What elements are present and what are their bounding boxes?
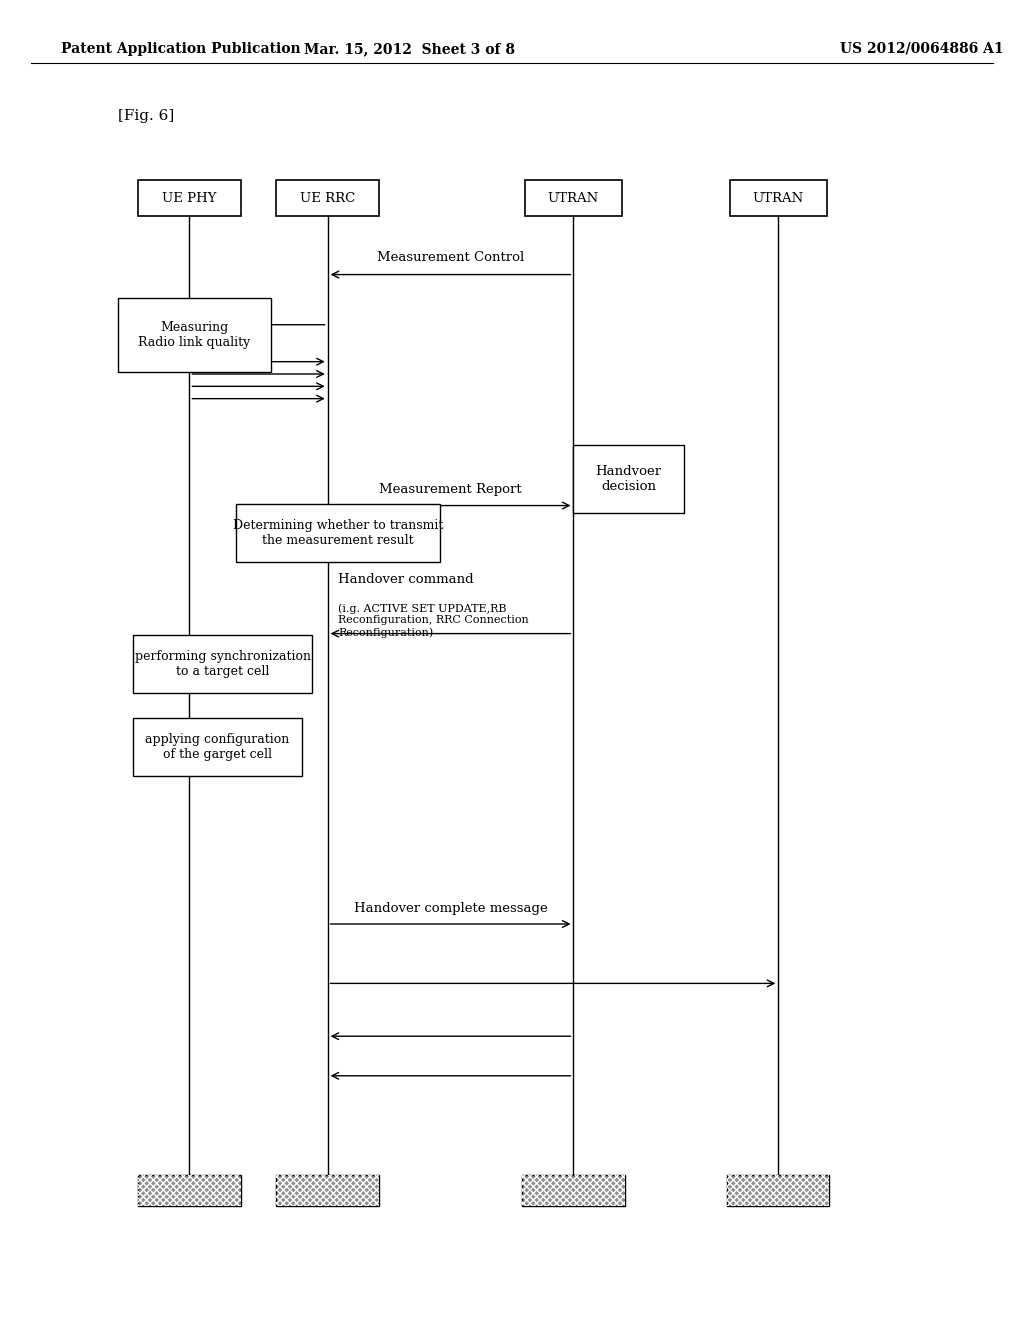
Text: Measurement Control: Measurement Control — [377, 251, 524, 264]
Bar — [133, 718, 302, 776]
Text: Mar. 15, 2012  Sheet 3 of 8: Mar. 15, 2012 Sheet 3 of 8 — [304, 42, 515, 55]
Text: Patent Application Publication: Patent Application Publication — [61, 42, 301, 55]
Bar — [276, 1175, 379, 1206]
Text: Handover command: Handover command — [338, 573, 473, 586]
Text: UTRAN: UTRAN — [753, 191, 804, 205]
Text: Measurement Report: Measurement Report — [379, 483, 522, 496]
Text: Measuring
Radio link quality: Measuring Radio link quality — [138, 321, 251, 350]
Text: Handvoer
decision: Handvoer decision — [596, 465, 662, 494]
Bar — [138, 1175, 241, 1206]
Text: UE RRC: UE RRC — [300, 191, 355, 205]
Bar — [138, 180, 241, 216]
Bar — [118, 298, 271, 372]
Bar — [522, 1175, 625, 1206]
Text: (i.g. ACTIVE SET UPDATE,RB
Reconfiguration, RRC Connection
Reconfiguration): (i.g. ACTIVE SET UPDATE,RB Reconfigurati… — [338, 603, 528, 638]
Text: performing synchronization
to a target cell: performing synchronization to a target c… — [135, 649, 310, 678]
Bar — [522, 1175, 625, 1206]
Text: Handover complete message: Handover complete message — [353, 902, 548, 915]
Bar — [727, 1175, 829, 1206]
Text: Determining whether to transmit
the measurement result: Determining whether to transmit the meas… — [232, 519, 443, 548]
Text: UE PHY: UE PHY — [162, 191, 217, 205]
Bar — [133, 635, 312, 693]
Bar — [727, 1175, 829, 1206]
Text: US 2012/0064886 A1: US 2012/0064886 A1 — [840, 42, 1004, 55]
Bar — [276, 1175, 379, 1206]
Bar — [729, 180, 827, 216]
Text: UTRAN: UTRAN — [548, 191, 599, 205]
Bar — [525, 180, 623, 216]
Bar — [138, 1175, 241, 1206]
Bar — [236, 504, 440, 562]
Text: [Fig. 6]: [Fig. 6] — [118, 110, 174, 123]
Bar — [276, 180, 379, 216]
Bar — [573, 445, 684, 513]
Text: applying configuration
of the garget cell: applying configuration of the garget cel… — [145, 733, 290, 762]
